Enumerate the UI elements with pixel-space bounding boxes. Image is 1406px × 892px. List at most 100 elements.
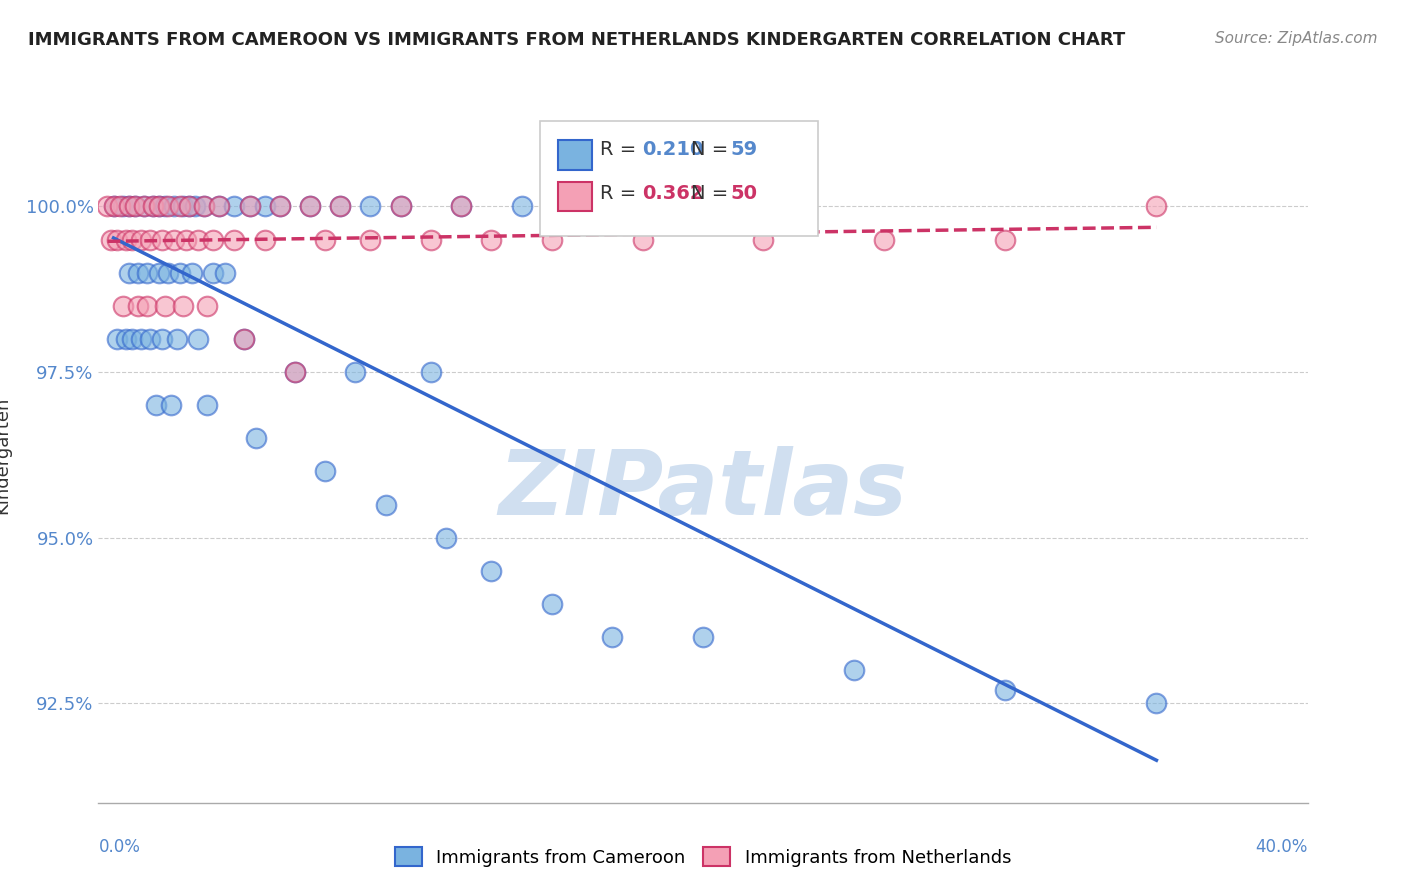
Legend: Immigrants from Cameroon, Immigrants from Netherlands: Immigrants from Cameroon, Immigrants fro… [387,840,1019,874]
Text: 40.0%: 40.0% [1256,838,1308,855]
FancyBboxPatch shape [540,121,818,235]
Point [118,199,141,213]
Point [179,199,201,213]
Point [360,233,382,247]
Text: R =: R = [600,140,643,159]
Point [329,199,352,213]
Text: Source: ZipAtlas.com: Source: ZipAtlas.com [1215,31,1378,46]
Point [253,233,276,247]
Point [108,199,131,213]
Point [135,266,157,280]
Point [139,332,162,346]
Point [105,233,128,247]
Point [195,299,218,313]
Point [129,233,152,247]
Point [873,233,896,247]
Point [284,365,307,379]
Point [114,233,136,247]
Point [111,199,134,213]
Point [114,332,136,346]
Point [103,199,125,213]
Point [540,233,562,247]
Point [389,199,412,213]
Point [124,199,146,213]
Point [208,199,231,213]
Point [121,332,143,346]
Point [139,233,162,247]
Point [214,266,236,280]
Point [163,199,186,213]
Point [142,199,165,213]
Point [224,233,246,247]
FancyBboxPatch shape [558,182,592,211]
Point [314,233,336,247]
Point [374,498,396,512]
Point [111,299,134,313]
Point [153,199,176,213]
Point [450,199,472,213]
Point [163,233,186,247]
Text: 50: 50 [731,184,758,202]
Point [184,199,207,213]
Text: R =: R = [600,184,643,202]
Point [269,199,291,213]
Text: 0.362: 0.362 [643,184,704,202]
Point [1146,199,1168,213]
Point [160,398,183,412]
Point [239,199,262,213]
Point [202,233,225,247]
Point [148,266,170,280]
Point [510,199,533,213]
Point [344,365,367,379]
Point [174,233,197,247]
Point [193,199,215,213]
Point [631,233,654,247]
Point [239,199,262,213]
Point [193,199,215,213]
Point [420,233,443,247]
Point [602,630,624,644]
Point [187,332,209,346]
Point [299,199,322,213]
Point [245,431,267,445]
Point [994,683,1017,698]
Point [181,266,204,280]
Text: N =: N = [690,140,734,159]
Point [169,199,191,213]
Point [844,663,866,677]
Point [118,266,141,280]
Point [105,332,128,346]
Point [172,199,194,213]
Point [153,299,176,313]
Point [232,332,254,346]
Point [118,199,141,213]
Point [314,465,336,479]
Point [103,199,125,213]
Point [121,233,143,247]
Point [360,199,382,213]
Point [132,199,155,213]
Point [434,531,457,545]
Point [169,266,191,280]
Point [389,199,412,213]
Point [148,199,170,213]
Point [329,199,352,213]
Point [135,299,157,313]
Point [420,365,443,379]
Point [450,199,472,213]
Text: 0.0%: 0.0% [98,838,141,855]
Point [692,630,714,644]
Point [124,199,146,213]
FancyBboxPatch shape [558,140,592,169]
Point [132,199,155,213]
Text: 0.210: 0.210 [643,140,704,159]
Text: ZIPatlas: ZIPatlas [499,446,907,533]
Text: N =: N = [690,184,734,202]
Point [179,199,201,213]
Point [481,564,503,578]
Point [232,332,254,346]
Point [253,199,276,213]
Point [150,233,173,247]
Text: 59: 59 [731,140,758,159]
Point [208,199,231,213]
